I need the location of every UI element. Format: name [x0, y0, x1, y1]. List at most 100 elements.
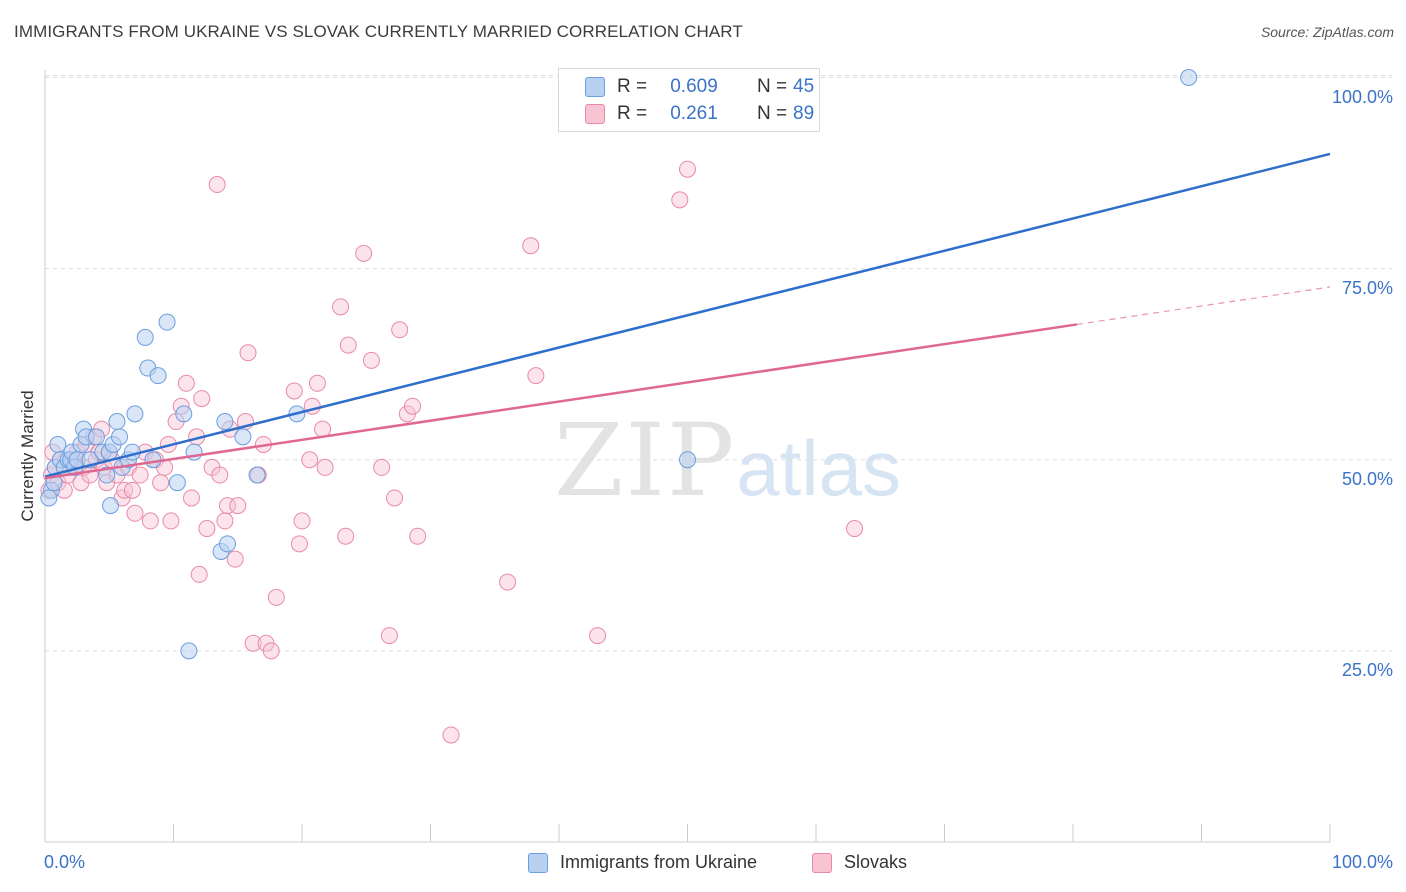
- series-ukraine-points: [40, 69, 1198, 660]
- legend-n-label: N =: [757, 76, 788, 97]
- slovak-point-54: [239, 344, 257, 362]
- axes: [44, 70, 1331, 843]
- ukraine-point-31: [158, 313, 176, 331]
- ukraine-point-19: [102, 497, 120, 515]
- slovak-point-62: [290, 535, 308, 553]
- slovak-point-64: [301, 451, 319, 469]
- slovak-point-76: [386, 489, 404, 507]
- slovak-point-46: [208, 176, 226, 194]
- ukraine-point-26: [126, 405, 144, 423]
- legend-r-label: R =: [617, 103, 648, 124]
- slovak-point-80: [409, 527, 427, 545]
- slovak-point-29: [131, 466, 149, 484]
- legend-r-value-ukraine: 0.609: [670, 76, 718, 97]
- slovak-point-48: [216, 512, 234, 530]
- y-tick-label-50: 50.0%: [1341, 469, 1393, 489]
- trend-line-slovaks: [44, 323, 1078, 480]
- slovak-point-39: [177, 374, 195, 392]
- slovak-point-33: [152, 474, 170, 492]
- ukraine-point-43: [1180, 69, 1198, 86]
- ukraine-point-40: [248, 466, 266, 484]
- slovak-point-40: [182, 489, 200, 507]
- slovak-point-73: [362, 351, 380, 369]
- slovak-point-86: [671, 191, 689, 209]
- y-tick-label-100: 100.0%: [1331, 87, 1393, 107]
- x-tick-label-min: 0.0%: [44, 852, 86, 872]
- y-tick-label-75: 75.0%: [1341, 278, 1393, 298]
- slovak-point-49: [218, 497, 236, 515]
- ukraine-point-38: [218, 535, 236, 553]
- slovak-point-70: [337, 527, 355, 545]
- legend-swatch-slovaks: [585, 104, 605, 124]
- ukraine-point-42: [679, 451, 696, 469]
- slovak-point-36: [162, 512, 180, 530]
- slovak-point-43: [193, 390, 211, 408]
- ukraine-point-39: [234, 428, 252, 446]
- ukraine-point-29: [144, 451, 162, 469]
- slovak-point-79: [404, 397, 422, 415]
- legend-n-value-ukraine: 45: [793, 76, 815, 97]
- trend-line-slovaks-extrapolated: [1076, 286, 1331, 326]
- legend-swatch-ukraine: [528, 852, 548, 873]
- slovak-point-52: [229, 497, 247, 515]
- grid-lines: [45, 75, 1392, 652]
- slovak-point-77: [391, 321, 409, 339]
- ukraine-point-44: [40, 489, 58, 507]
- slovak-point-44: [198, 520, 216, 538]
- legend-r-value-slovaks: 0.261: [670, 103, 718, 124]
- series-legend: Immigrants from Ukraine Slovaks: [0, 852, 1406, 878]
- slovak-point-47: [211, 466, 229, 484]
- slovak-point-84: [527, 367, 545, 385]
- watermark-zip: ZIP: [554, 402, 737, 519]
- slovak-point-72: [355, 244, 373, 262]
- ukraine-point-30: [149, 367, 167, 385]
- slovak-point-71: [339, 336, 357, 354]
- legend-n-label: N =: [757, 103, 788, 124]
- slovak-point-51: [226, 550, 244, 568]
- y-tick-label-25: 25.0%: [1341, 660, 1393, 680]
- slovak-point-27: [123, 481, 141, 499]
- slovak-point-31: [141, 512, 159, 530]
- legend-swatch-ukraine: [585, 77, 605, 97]
- ukraine-point-34: [180, 642, 198, 660]
- slovak-point-85: [589, 627, 607, 645]
- slovak-point-66: [308, 374, 326, 392]
- slovak-point-74: [373, 458, 391, 476]
- ukraine-point-3: [49, 435, 67, 453]
- slovak-point-42: [190, 565, 208, 583]
- ukraine-point-32: [168, 474, 186, 492]
- ukraine-point-37: [216, 413, 234, 431]
- ukraine-point-27: [136, 328, 154, 346]
- ukraine-point-22: [111, 428, 129, 446]
- watermark: ZIPatlas: [554, 402, 901, 519]
- series-slovaks-points: [40, 160, 864, 744]
- slovak-point-87: [679, 160, 696, 178]
- slovak-point-55: [244, 634, 262, 652]
- slovak-point-60: [267, 588, 285, 606]
- legend-item-ukraine: Immigrants from Ukraine: [528, 852, 757, 873]
- ukraine-point-21: [108, 413, 126, 431]
- legend-swatch-slovaks: [812, 852, 832, 873]
- ukraine-point-33: [175, 405, 193, 423]
- stats-legend: R = 0.609 N = 45 R = 0.261 N = 89: [558, 68, 820, 132]
- slovak-point-88: [846, 520, 864, 538]
- trend-lines: [44, 152, 1331, 480]
- slovak-point-75: [380, 627, 398, 645]
- slovak-point-83: [522, 237, 540, 255]
- slovak-point-69: [332, 298, 350, 316]
- legend-label-slovaks: Slovaks: [844, 852, 908, 872]
- ukraine-point-15: [87, 428, 105, 446]
- slovak-point-81: [442, 726, 460, 744]
- legend-n-value-slovaks: 89: [793, 103, 815, 124]
- trend-line-ukraine: [44, 152, 1331, 478]
- slovak-point-82: [499, 573, 517, 591]
- slovak-point-61: [285, 382, 303, 400]
- x-tick-label-max: 100.0%: [1331, 852, 1393, 872]
- slovak-point-68: [316, 458, 334, 476]
- watermark-atlas: atlas: [736, 424, 902, 512]
- slovak-point-63: [293, 512, 311, 530]
- slovak-point-59: [262, 642, 280, 660]
- legend-r-label: R =: [617, 76, 648, 97]
- slovak-point-28: [126, 504, 144, 522]
